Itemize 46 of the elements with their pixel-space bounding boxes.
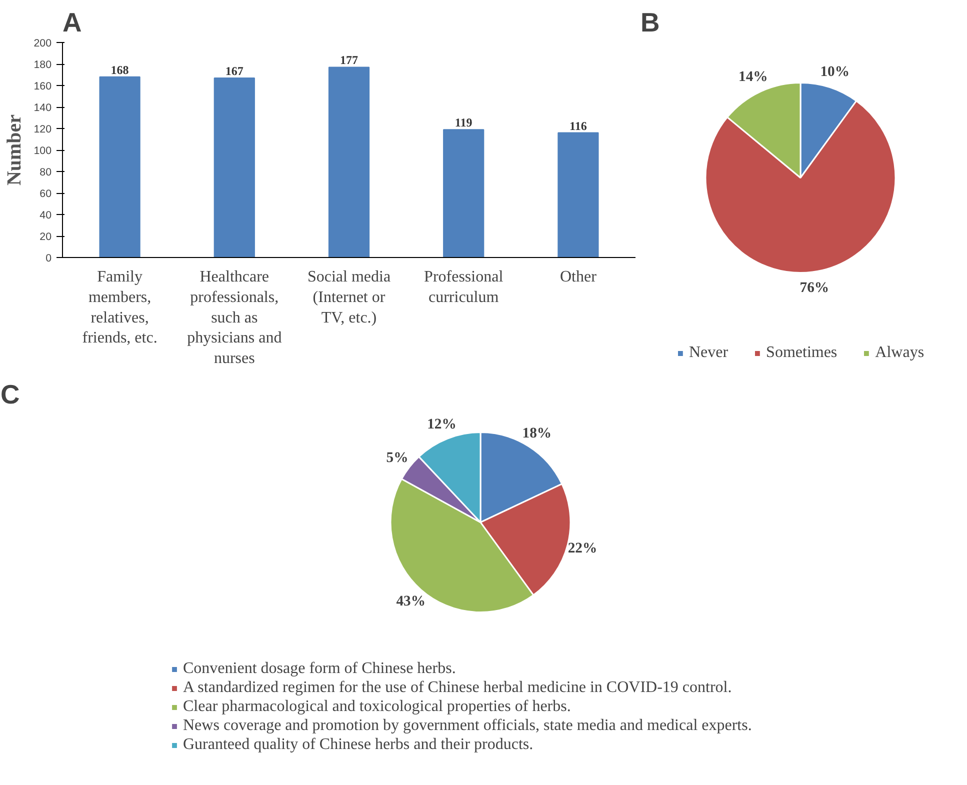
chart-title: B (640, 8, 660, 38)
bar (99, 76, 140, 258)
y-tick-label: 80 (40, 166, 52, 178)
data-label: 22% (568, 540, 598, 556)
legend-label: News coverage and promotion by government officials, state media and medical experts. (183, 717, 752, 735)
y-tick-label: 160 (34, 80, 52, 92)
y-tick-label: 140 (34, 102, 52, 114)
data-label: 14% (738, 69, 768, 86)
data-label: 43% (396, 593, 426, 610)
y-tick-label: 120 (34, 124, 52, 136)
legend-label: Convenient dosage form of Chinese herbs. (183, 660, 456, 678)
data-label: 10% (820, 64, 850, 80)
x-tick-label: Other (560, 268, 598, 286)
data-label: 116 (570, 118, 587, 133)
x-tick-label: Professional curriculum (424, 268, 504, 306)
legend-label: Sometimes (766, 344, 838, 362)
y-tick-label: 100 (34, 145, 52, 157)
y-tick-label: 200 (34, 38, 52, 50)
legend-label: Always (875, 344, 924, 362)
chart-title: A (62, 8, 82, 38)
x-tick-label: Family members, relatives, friends, etc. (82, 268, 158, 347)
y-tick-label: 40 (40, 210, 52, 222)
x-tick-label: Social media (Internet or TV, etc.) (307, 268, 391, 326)
bar (558, 132, 599, 258)
data-label: 5% (386, 450, 408, 466)
bar (328, 66, 370, 258)
data-label: 12% (427, 416, 456, 432)
y-axis-title: Number (4, 114, 26, 186)
data-label: 177 (340, 53, 358, 68)
bar (214, 77, 255, 258)
bar (443, 129, 484, 258)
legend-label: Clear pharmacological and toxicological properties of herbs. (183, 698, 571, 716)
data-label: 18% (522, 425, 552, 442)
legend-label: Guranteed quality of Chinese herbs and their products. (183, 736, 534, 754)
x-tick-label: Healthcare professionals, such as physicians and nurses (187, 268, 282, 368)
data-label: 76% (800, 280, 830, 296)
data-label: 119 (454, 116, 472, 130)
data-label: 168 (110, 62, 129, 77)
chart-title: C (0, 380, 20, 410)
y-tick-label: 180 (34, 59, 52, 71)
data-label: 167 (225, 64, 244, 78)
y-tick-label: 60 (40, 188, 52, 200)
y-tick-label: 20 (40, 231, 52, 243)
y-tick-label: 0 (46, 252, 52, 264)
legend-label: Never (688, 344, 728, 362)
legend-label: A standardized regimen for the use of Chinese herbal medicine in COVID-19 control. (183, 679, 732, 697)
